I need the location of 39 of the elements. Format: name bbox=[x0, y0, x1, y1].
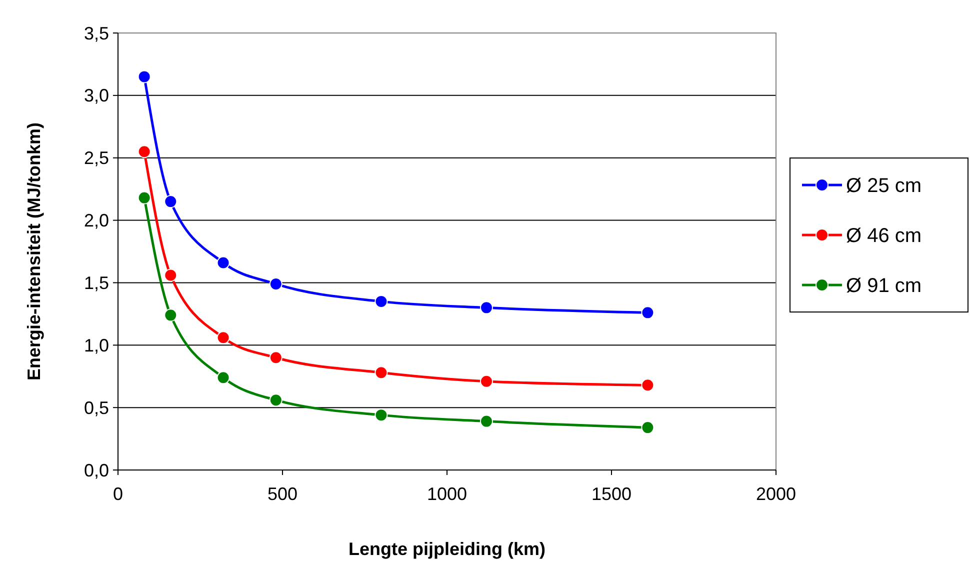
y-tick-label: 0,0 bbox=[84, 460, 109, 480]
x-tick-label: 0 bbox=[112, 484, 124, 504]
legend-label: Ø 46 cm bbox=[846, 225, 922, 247]
y-axis-title: Energie-intensiteit (MJ/tonkm) bbox=[24, 122, 44, 381]
point bbox=[138, 70, 151, 84]
point bbox=[641, 378, 654, 392]
point bbox=[138, 145, 151, 158]
point bbox=[641, 421, 654, 434]
y-tick-label: 1,0 bbox=[84, 335, 109, 356]
x-tick-label: 2000 bbox=[756, 484, 796, 504]
point bbox=[164, 268, 178, 282]
x-tick-label: 1000 bbox=[426, 484, 468, 504]
point bbox=[374, 408, 388, 422]
point bbox=[164, 308, 178, 322]
y-tick-label: 0,5 bbox=[84, 398, 109, 418]
x-axis-title: Lengte pijpleiding (km) bbox=[348, 539, 546, 559]
point bbox=[216, 371, 230, 384]
legend-label: Ø 25 cm bbox=[846, 175, 922, 197]
point bbox=[480, 301, 493, 314]
point bbox=[138, 191, 151, 204]
y-tick-label: 3,5 bbox=[84, 23, 109, 44]
x-tick-label: 500 bbox=[267, 484, 298, 504]
y-tick-label: 2,0 bbox=[84, 210, 109, 231]
x-tick-label: 1500 bbox=[591, 484, 632, 504]
point bbox=[374, 366, 388, 380]
point bbox=[269, 351, 282, 364]
y-tick-label: 1,5 bbox=[84, 273, 109, 294]
point bbox=[374, 294, 388, 308]
point bbox=[216, 331, 230, 344]
point bbox=[480, 374, 493, 388]
point bbox=[164, 195, 178, 208]
point bbox=[269, 394, 282, 407]
point bbox=[216, 256, 230, 270]
y-tick-label: 2,5 bbox=[84, 148, 109, 168]
y-tick-label: 3,0 bbox=[84, 86, 109, 106]
point bbox=[480, 414, 493, 428]
point bbox=[269, 277, 282, 290]
point bbox=[641, 306, 654, 320]
legend-label: Ø 91 cm bbox=[846, 275, 922, 297]
